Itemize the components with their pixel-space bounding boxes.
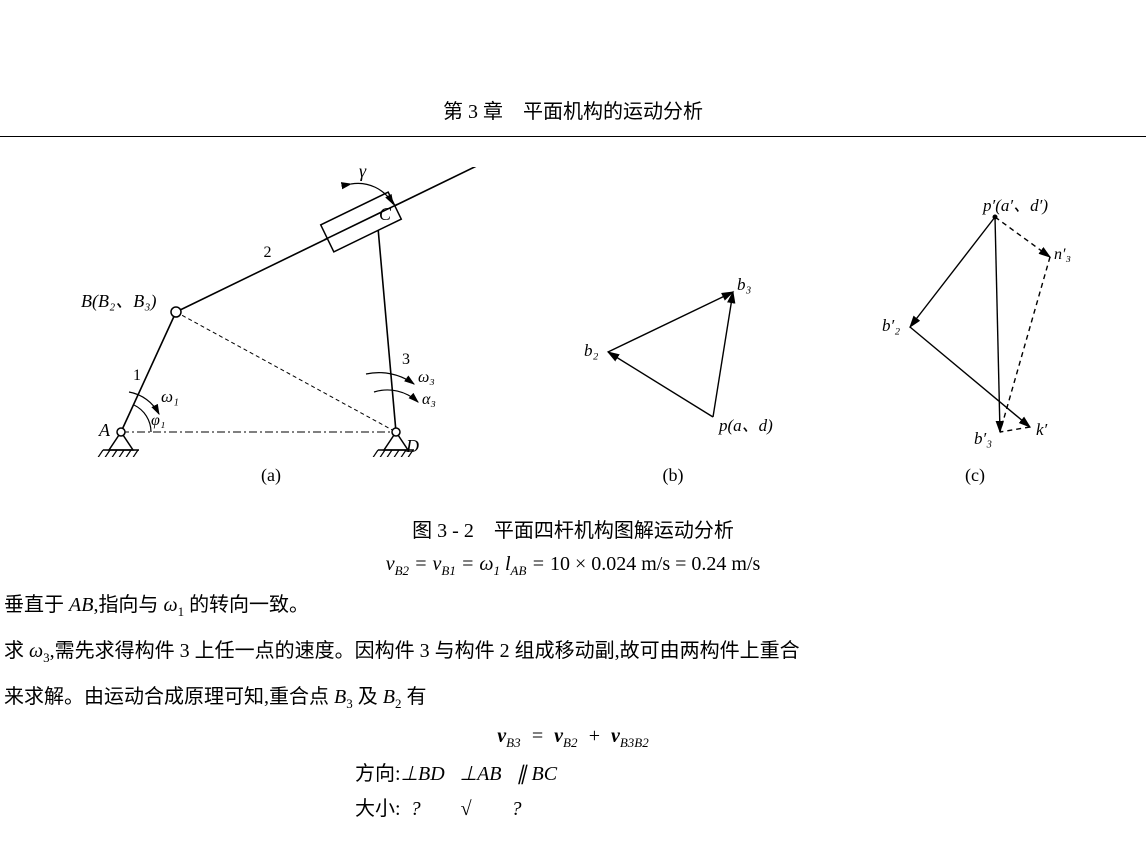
svg-text:B(B₂、B₃): B(B₂、B₃) (81, 291, 157, 312)
svg-text:α₃: α₃ (422, 391, 436, 408)
dir-c2: ⊥AB (460, 763, 502, 785)
mag-c1: ? (411, 798, 421, 820)
paragraph-3: 来求解。由运动合成原理可知,重合点 B3 及 B2 有 (0, 677, 1146, 717)
mag-label: 大小: (355, 798, 401, 820)
p1-text: 垂直于 AB,指向与 ω1 的转向一致。 (4, 594, 309, 616)
subfig-b-label: (b) (663, 465, 684, 486)
dir-c3: ∥ BC (517, 763, 558, 785)
p2-text: 求 ω3,需先求得构件 3 上任一点的速度。因构件 3 与构件 2 组成移动副,… (4, 640, 800, 662)
dir-c1: ⊥BD (401, 763, 445, 785)
subfigure-b: p(a、d) b₂ b₃ (b) (563, 257, 783, 486)
svg-text:b₂: b₂ (584, 341, 599, 360)
subfigure-a: γ C 2 ω₁ 1 φ₁ ω₃ α₃ 3 A D B(B₂、B₃) (a) (61, 167, 481, 486)
p3-text: 来求解。由运动合成原理可知,重合点 B3 及 B2 有 (4, 686, 426, 708)
svg-text:p(a、d): p(a、d) (718, 416, 773, 435)
subfig-c-label: (c) (965, 465, 985, 486)
svg-text:p′(a′、d′): p′(a′、d′) (982, 197, 1048, 215)
svg-text:φ₁: φ₁ (151, 412, 165, 429)
mechanism-diagram: γ C 2 ω₁ 1 φ₁ ω₃ α₃ 3 A D B(B₂、B₃) (61, 167, 481, 457)
svg-text:b′₃: b′₃ (974, 429, 992, 448)
paragraph-2: 求 ω3,需先求得构件 3 上任一点的速度。因构件 3 与构件 2 组成移动副,… (0, 631, 1146, 671)
svg-text:γ: γ (359, 167, 367, 181)
direction-row: 方向:⊥BD ⊥AB ∥ BC (0, 757, 1146, 786)
svg-text:C: C (379, 204, 392, 224)
svg-text:n′₃: n′₃ (1054, 246, 1071, 263)
svg-text:b′₂: b′₂ (882, 316, 900, 335)
vector-equation: vB3 = vB2 + vB3B2 (0, 725, 1146, 751)
svg-text:3: 3 (402, 351, 410, 368)
svg-text:k′: k′ (1036, 420, 1048, 439)
svg-text:b₃: b₃ (737, 275, 752, 294)
svg-text:ω₁: ω₁ (161, 387, 179, 406)
paragraph-1: 垂直于 AB,指向与 ω1 的转向一致。 (0, 585, 1146, 625)
mag-c2: √ (461, 798, 472, 820)
svg-text:2: 2 (264, 244, 272, 261)
subfigure-c: p′(a′、d′) n′₃ b′₂ b′₃ k′ (c) (865, 197, 1085, 486)
velocity-polygon: p(a、d) b₂ b₃ (563, 257, 783, 457)
svg-text:D: D (405, 436, 419, 456)
figure-3-2: γ C 2 ω₁ 1 φ₁ ω₃ α₃ 3 A D B(B₂、B₃) (a) p(a、d) b₂ b₃ (… (0, 137, 1146, 496)
svg-text:A: A (98, 420, 111, 440)
magnitude-row: 大小: ? √ ? (0, 792, 1146, 821)
figure-caption: 图 3 - 2 平面四杆机构图解运动分析 (0, 514, 1146, 543)
mag-c3: ? (512, 798, 522, 820)
subfig-a-label: (a) (261, 465, 281, 486)
acceleration-polygon: p′(a′、d′) n′₃ b′₂ b′₃ k′ (865, 197, 1085, 457)
svg-text:ω₃: ω₃ (418, 369, 435, 386)
chapter-header: 第 3 章 平面机构的运动分析 (0, 0, 1146, 136)
equation-vb2: vB2 = vB1 = ω1 lAB = 10 × 0.024 m/s = 0.… (0, 553, 1146, 579)
svg-text:1: 1 (133, 367, 141, 384)
dir-label: 方向: (355, 763, 401, 785)
